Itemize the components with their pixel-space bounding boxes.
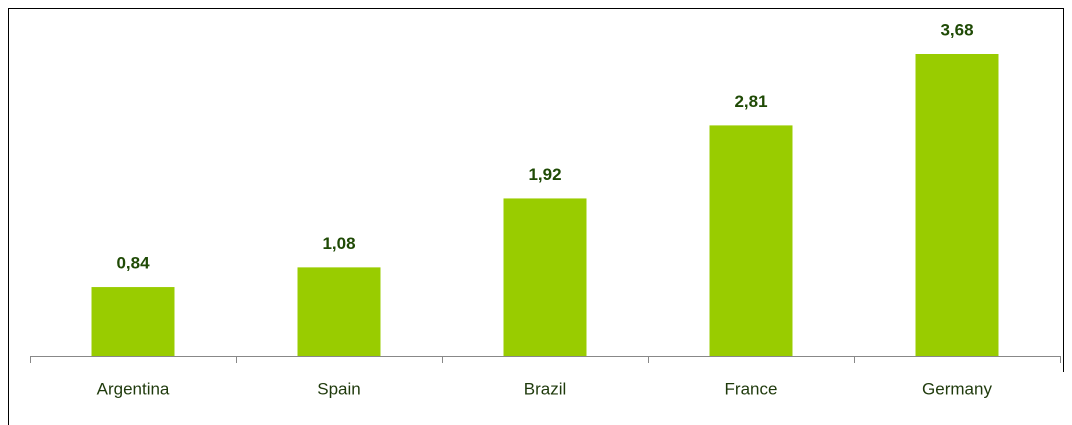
value-label: 0,84 (116, 254, 150, 273)
bar (915, 54, 999, 356)
x-tick-label: Brazil (524, 379, 567, 398)
value-label: 3,68 (940, 20, 973, 39)
chart-frame (8, 8, 1064, 425)
x-tick-label: Germany (922, 379, 992, 398)
value-label: 1,08 (322, 234, 355, 253)
x-tick-label: Argentina (97, 379, 170, 398)
x-tick-label: Spain (317, 379, 360, 398)
x-tick-label: France (725, 379, 778, 398)
value-label: 2,81 (734, 92, 767, 111)
value-label: 1,92 (528, 165, 561, 184)
bar (709, 125, 793, 357)
bar (297, 267, 381, 356)
bar (91, 287, 175, 356)
bar (503, 198, 587, 356)
